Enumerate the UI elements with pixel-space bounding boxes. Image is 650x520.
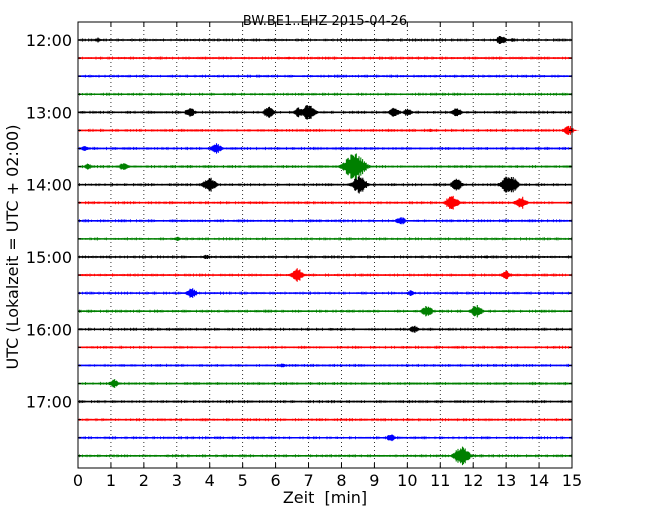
- trace-event: [492, 176, 526, 193]
- trace-event: [284, 268, 310, 282]
- y-tick-label: 15:00: [26, 248, 72, 267]
- trace-event: [464, 305, 489, 318]
- plot-frame: [77, 21, 573, 469]
- trace: [77, 125, 580, 135]
- trace-event: [390, 217, 410, 225]
- trace: [77, 268, 572, 282]
- traces: [76, 36, 580, 466]
- trace: [77, 363, 572, 368]
- trace-event: [333, 153, 376, 180]
- trace-event: [283, 56, 295, 60]
- trace-event: [115, 219, 126, 223]
- trace: [77, 434, 572, 442]
- trace: [77, 195, 572, 210]
- x-tick-label: 15: [562, 471, 582, 490]
- trace-event: [179, 108, 201, 117]
- trace: [77, 400, 572, 404]
- trace-event: [446, 108, 468, 117]
- y-tick-label: 16:00: [26, 320, 72, 339]
- x-tick-label: 13: [496, 471, 516, 490]
- trace-event: [444, 178, 468, 191]
- trace-event: [479, 255, 494, 259]
- y-tick-label: 12:00: [26, 31, 72, 50]
- trace-event: [196, 177, 223, 192]
- trace-event: [198, 254, 214, 259]
- trace: [77, 217, 572, 225]
- trace: [77, 105, 572, 120]
- trace: [77, 175, 572, 194]
- x-tick-label: 3: [172, 471, 182, 490]
- trace-event: [434, 93, 447, 96]
- trace-event: [91, 37, 105, 43]
- trace: [77, 288, 572, 298]
- trace-event: [180, 288, 203, 298]
- x-tick-label: 5: [238, 471, 248, 490]
- x-tick-label: 6: [271, 471, 281, 490]
- trace-event: [496, 270, 516, 280]
- trace: [77, 345, 572, 349]
- trace: [77, 74, 572, 78]
- trace-event: [294, 105, 323, 120]
- trace: [77, 305, 572, 318]
- x-tick-label: 8: [336, 471, 346, 490]
- x-tick-label: 9: [369, 471, 379, 490]
- x-tick-label: 7: [303, 471, 313, 490]
- trace-event: [381, 434, 400, 442]
- trace-event: [79, 163, 96, 170]
- trace: [77, 236, 572, 241]
- trace-event: [402, 290, 418, 296]
- y-tick-label: 13:00: [26, 103, 72, 122]
- trace-event: [438, 195, 465, 210]
- x-tick-label: 4: [205, 471, 215, 490]
- trace: [77, 418, 572, 422]
- trace-event: [170, 236, 184, 241]
- trace: [77, 36, 572, 44]
- trace-event: [404, 325, 423, 333]
- trace: [77, 379, 572, 388]
- trace-event: [508, 196, 534, 209]
- trace-event: [344, 175, 375, 194]
- trace: [77, 92, 572, 96]
- trace-event: [326, 328, 338, 331]
- trace-event: [205, 143, 227, 154]
- x-tick-label: 11: [430, 471, 450, 490]
- x-tick-label: 2: [139, 471, 149, 490]
- trace-event: [558, 125, 580, 135]
- trace-event: [257, 106, 280, 118]
- y-tick-label: 14:00: [26, 176, 72, 195]
- y-tick-label: 17:00: [26, 393, 72, 412]
- x-axis: 0 1 2 3 4 5 6 7 8 9 10 11 12 13 14 15: [73, 22, 582, 490]
- trace-event: [415, 306, 439, 317]
- trace-event: [114, 163, 134, 170]
- trace-event: [506, 38, 519, 42]
- trace: [77, 254, 572, 259]
- trace-event: [274, 363, 290, 368]
- x-tick-label: 14: [529, 471, 549, 490]
- x-tick-label: 0: [73, 471, 83, 490]
- trace-event: [397, 108, 417, 116]
- y-axis-label: UTC (Lokalzeit = UTC + 02:00): [3, 125, 22, 370]
- x-axis-label: Zeit [min]: [283, 488, 367, 507]
- trace-event: [445, 446, 478, 466]
- trace-event: [104, 379, 124, 388]
- trace: [76, 143, 572, 154]
- trace: [77, 153, 572, 180]
- trace: [77, 446, 572, 466]
- y-axis: 12:00 13:00 14:00 15:00 16:00 17:00: [26, 31, 572, 457]
- x-tick-label: 10: [397, 471, 417, 490]
- trace: [77, 325, 572, 333]
- x-tick-label: 12: [463, 471, 483, 490]
- x-tick-label: 1: [106, 471, 116, 490]
- trace-event: [424, 128, 437, 132]
- trace: [77, 56, 572, 60]
